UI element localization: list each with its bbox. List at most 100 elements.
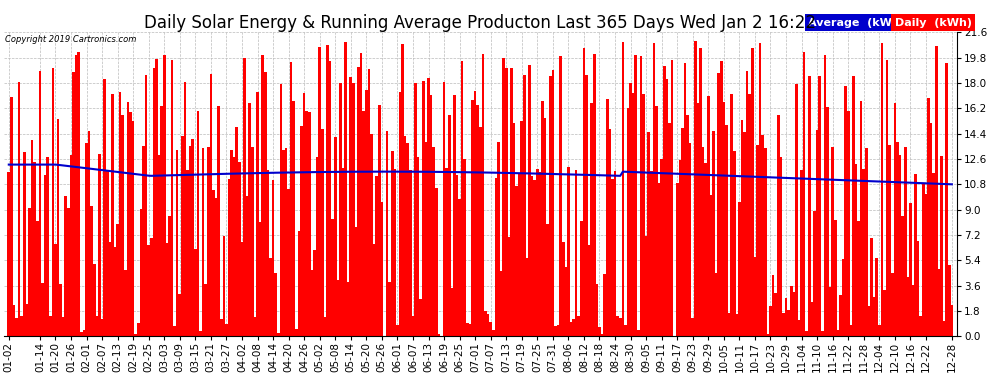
Bar	[64, 196, 67, 336]
Bar	[266, 170, 269, 336]
Bar	[422, 81, 425, 336]
Bar	[453, 95, 455, 336]
Bar	[202, 148, 204, 336]
Bar	[743, 132, 745, 336]
Bar	[542, 101, 544, 336]
Bar	[800, 170, 803, 336]
Bar	[287, 189, 290, 336]
Bar	[745, 71, 748, 336]
Bar	[492, 330, 495, 336]
Bar	[116, 224, 119, 336]
Bar	[678, 160, 681, 336]
Bar	[733, 152, 736, 336]
Bar	[827, 106, 829, 336]
Bar	[238, 162, 241, 336]
Bar	[446, 168, 447, 336]
Bar	[854, 164, 857, 336]
Bar	[114, 246, 116, 336]
Bar	[731, 94, 733, 336]
Bar	[26, 304, 29, 336]
Bar	[739, 202, 741, 336]
Bar	[886, 60, 888, 336]
Bar	[489, 322, 492, 336]
Bar	[354, 227, 357, 336]
Bar	[233, 157, 236, 336]
Bar	[44, 175, 47, 336]
Bar	[614, 171, 617, 336]
Bar	[438, 334, 441, 336]
Bar	[463, 159, 466, 336]
Bar	[101, 319, 103, 336]
Bar	[950, 305, 953, 336]
Bar	[539, 172, 542, 336]
Bar	[723, 102, 725, 336]
Bar	[88, 131, 90, 336]
Bar	[409, 171, 412, 336]
Bar	[285, 148, 287, 336]
Bar	[373, 244, 375, 336]
Bar	[228, 179, 231, 336]
Bar	[766, 334, 769, 336]
Bar	[601, 334, 603, 336]
Bar	[691, 318, 694, 336]
Bar	[779, 157, 782, 336]
Bar	[619, 318, 622, 336]
Bar	[326, 45, 329, 336]
Bar	[495, 178, 497, 336]
Bar	[748, 94, 751, 336]
Bar	[580, 220, 583, 336]
Bar	[617, 316, 619, 336]
Bar	[575, 170, 577, 336]
Bar	[821, 331, 824, 336]
Bar	[777, 115, 779, 336]
Bar	[207, 147, 210, 336]
Bar	[407, 143, 409, 336]
Bar	[795, 84, 798, 336]
Bar	[793, 292, 795, 336]
Bar	[77, 52, 80, 336]
Bar	[75, 56, 77, 336]
Bar	[697, 103, 699, 336]
Bar	[712, 131, 715, 336]
Bar	[29, 208, 31, 336]
Bar	[556, 325, 559, 336]
Bar	[220, 319, 223, 336]
Bar	[753, 256, 756, 336]
Bar	[772, 274, 774, 336]
Bar	[246, 196, 248, 336]
Bar	[832, 147, 834, 336]
Bar	[907, 277, 909, 336]
Bar	[414, 84, 417, 336]
Bar	[13, 305, 15, 336]
Title: Daily Solar Energy & Running Average Producton Last 365 Days Wed Jan 2 16:22: Daily Solar Energy & Running Average Pro…	[145, 14, 817, 32]
Bar	[787, 310, 790, 336]
Bar	[386, 131, 388, 336]
Bar	[798, 320, 800, 336]
Bar	[404, 136, 407, 336]
Bar	[251, 147, 253, 336]
Bar	[652, 43, 655, 336]
Bar	[710, 195, 712, 336]
Bar	[564, 267, 567, 336]
Bar	[474, 91, 476, 336]
Bar	[816, 129, 819, 336]
Bar	[10, 97, 13, 336]
Bar	[834, 220, 837, 336]
Bar	[865, 148, 867, 336]
Bar	[306, 111, 308, 336]
Bar	[215, 198, 218, 336]
Bar	[870, 238, 873, 336]
Bar	[194, 249, 197, 336]
Bar	[686, 116, 689, 336]
Bar	[210, 74, 212, 336]
Bar	[518, 173, 521, 336]
Bar	[143, 146, 145, 336]
Bar	[137, 323, 140, 336]
Bar	[176, 150, 178, 336]
Bar	[681, 128, 684, 336]
Bar	[15, 318, 18, 336]
Bar	[36, 221, 39, 336]
Bar	[660, 159, 663, 336]
Bar	[231, 150, 233, 336]
Bar	[644, 236, 647, 336]
